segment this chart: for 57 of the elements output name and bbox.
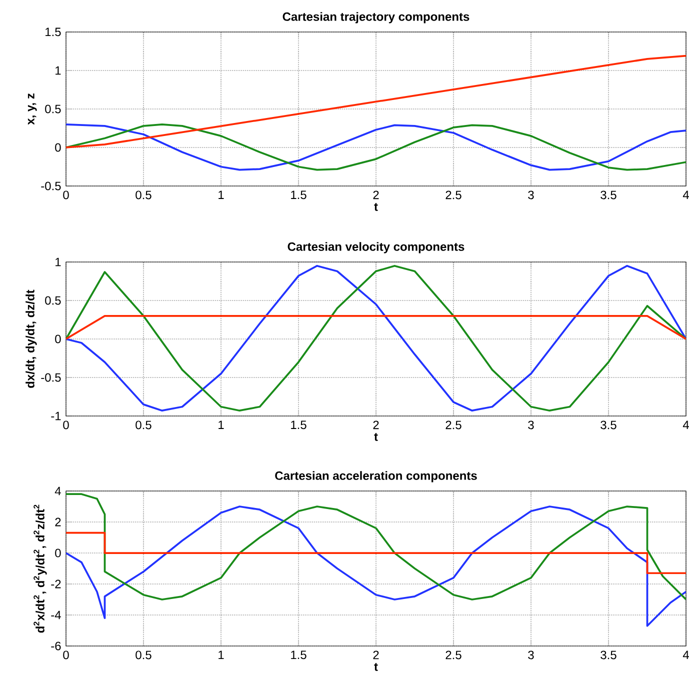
x-axis-title: t: [374, 433, 378, 441]
line-series: [66, 506, 686, 627]
x-tick-label: 3: [528, 190, 534, 200]
y-axis-title: dx/dt, dy/dt, dz/dt: [26, 290, 37, 388]
x-tick-label: 0.5: [136, 190, 152, 200]
x-tick-label: 1.5: [291, 650, 306, 660]
line-series: [66, 54, 686, 148]
y-tick-label: 1: [56, 66, 61, 75]
x-tick-label: 1: [218, 190, 224, 199]
y-tick-label: -1: [51, 412, 61, 420]
x-tick-label: 3: [528, 420, 534, 430]
y-tick-label: -2: [51, 580, 61, 588]
x-tick-label: 2: [373, 650, 379, 660]
line-series: [66, 123, 686, 171]
x-tick-label: 2.5: [446, 420, 462, 430]
chart-title: Cartesian acceleration components: [275, 471, 477, 482]
y-tick-label: 0: [55, 143, 61, 152]
x-tick-label: 1.5: [291, 420, 306, 430]
x-tick-label: 3.5: [600, 420, 616, 430]
line-series: [66, 493, 686, 600]
x-axis-title: t: [374, 663, 378, 671]
x-tick-label: 2: [373, 420, 379, 430]
x-tick-label: 4: [682, 650, 689, 659]
y-axis-title: x, y, z: [28, 94, 37, 125]
y-tick-label: 1: [56, 258, 61, 266]
y-tick-label: 2: [55, 518, 61, 526]
y-tick-label: -6: [51, 642, 61, 650]
y-tick-label: -4: [51, 610, 61, 620]
x-tick-label: 0.5: [136, 650, 152, 660]
chart-title: Cartesian trajectory components: [282, 12, 470, 24]
y-tick-label: 1.5: [46, 28, 61, 36]
y-tick-label: 0: [55, 548, 61, 558]
y-tick-label: 0.5: [45, 296, 61, 305]
x-tick-label: 3: [528, 650, 534, 660]
x-tick-label: 0.5: [136, 420, 152, 430]
x-tick-label: 1.5: [291, 190, 306, 200]
line-series: [66, 264, 686, 412]
chart-title: Cartesian velocity components: [288, 242, 464, 254]
x-tick-label: 1: [218, 650, 224, 659]
y-tick-label: 0: [55, 334, 61, 344]
x-tick-label: 4: [682, 420, 689, 429]
x-axis-title: t: [374, 203, 378, 211]
y-tick-label: 0.5: [45, 104, 61, 114]
x-tick-label: 3.5: [600, 190, 616, 200]
y-tick-label: 4: [54, 486, 61, 496]
x-tick-label: 0: [63, 650, 69, 660]
x-tick-label: 1: [218, 420, 224, 429]
x-tick-label: 3.5: [600, 650, 616, 660]
y-tick-label: -0.5: [41, 182, 61, 190]
x-tick-label: 0: [63, 420, 69, 430]
x-tick-label: 2.5: [446, 650, 462, 660]
y-tick-label: -0.5: [41, 373, 61, 382]
x-tick-label: 2.5: [446, 190, 462, 200]
text: d$^{2}$x/dt$^{2}$, d$^{2}$y/dt$^{2}$, d$^{2}$z/dt$^{2}$: [34, 504, 47, 633]
x-tick-label: 4: [682, 190, 689, 199]
x-tick-label: 2: [373, 190, 379, 200]
x-tick-label: 0: [63, 190, 69, 200]
